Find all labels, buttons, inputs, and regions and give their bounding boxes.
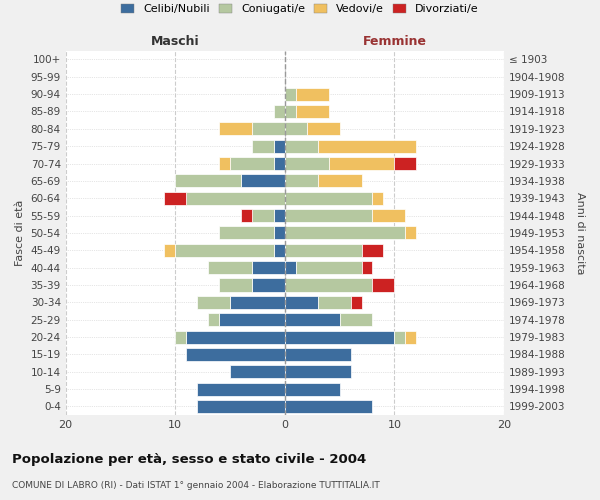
- Bar: [252, 209, 274, 222]
- Bar: [175, 330, 186, 344]
- Bar: [274, 157, 285, 170]
- Bar: [285, 122, 307, 136]
- Bar: [329, 157, 394, 170]
- Bar: [230, 157, 274, 170]
- Bar: [350, 296, 362, 309]
- Bar: [285, 105, 296, 118]
- Bar: [219, 278, 252, 291]
- Bar: [285, 226, 406, 239]
- Bar: [340, 313, 373, 326]
- Bar: [307, 122, 340, 136]
- Bar: [406, 226, 416, 239]
- Bar: [230, 296, 285, 309]
- Bar: [208, 261, 252, 274]
- Bar: [362, 261, 373, 274]
- Bar: [317, 174, 362, 188]
- Bar: [285, 278, 373, 291]
- Bar: [186, 348, 285, 361]
- Text: COMUNE DI LABRO (RI) - Dati ISTAT 1° gennaio 2004 - Elaborazione TUTTITALIA.IT: COMUNE DI LABRO (RI) - Dati ISTAT 1° gen…: [12, 480, 380, 490]
- Bar: [219, 122, 252, 136]
- Bar: [252, 278, 285, 291]
- Bar: [296, 261, 362, 274]
- Bar: [164, 192, 186, 204]
- Bar: [175, 174, 241, 188]
- Y-axis label: Fasce di età: Fasce di età: [15, 200, 25, 266]
- Bar: [285, 88, 296, 101]
- Y-axis label: Anni di nascita: Anni di nascita: [575, 192, 585, 274]
- Bar: [373, 209, 406, 222]
- Legend: Celibi/Nubili, Coniugati/e, Vedovi/e, Divorziati/e: Celibi/Nubili, Coniugati/e, Vedovi/e, Di…: [118, 0, 482, 18]
- Bar: [274, 140, 285, 152]
- Bar: [394, 157, 416, 170]
- Bar: [373, 278, 394, 291]
- Bar: [197, 382, 285, 396]
- Bar: [362, 244, 383, 257]
- Bar: [285, 400, 373, 413]
- Bar: [186, 330, 285, 344]
- Bar: [296, 88, 329, 101]
- Bar: [252, 122, 285, 136]
- Bar: [274, 105, 285, 118]
- Bar: [406, 330, 416, 344]
- Bar: [252, 140, 274, 152]
- Bar: [285, 140, 317, 152]
- Bar: [252, 261, 285, 274]
- Bar: [285, 209, 373, 222]
- Bar: [186, 192, 285, 204]
- Bar: [285, 244, 362, 257]
- Text: Popolazione per età, sesso e stato civile - 2004: Popolazione per età, sesso e stato civil…: [12, 452, 366, 466]
- Bar: [285, 348, 350, 361]
- Bar: [241, 174, 285, 188]
- Text: Maschi: Maschi: [151, 35, 200, 48]
- Bar: [285, 192, 373, 204]
- Bar: [285, 296, 317, 309]
- Bar: [197, 296, 230, 309]
- Bar: [285, 366, 350, 378]
- Bar: [274, 244, 285, 257]
- Bar: [317, 296, 350, 309]
- Bar: [296, 105, 329, 118]
- Bar: [219, 157, 230, 170]
- Bar: [164, 244, 175, 257]
- Text: Femmine: Femmine: [362, 35, 427, 48]
- Bar: [175, 244, 274, 257]
- Bar: [394, 330, 406, 344]
- Bar: [317, 140, 416, 152]
- Bar: [230, 366, 285, 378]
- Bar: [274, 226, 285, 239]
- Bar: [373, 192, 383, 204]
- Bar: [219, 226, 274, 239]
- Bar: [274, 209, 285, 222]
- Bar: [285, 261, 296, 274]
- Bar: [285, 330, 394, 344]
- Bar: [197, 400, 285, 413]
- Bar: [219, 313, 285, 326]
- Bar: [241, 209, 252, 222]
- Bar: [285, 382, 340, 396]
- Bar: [285, 174, 317, 188]
- Bar: [285, 157, 329, 170]
- Bar: [285, 313, 340, 326]
- Bar: [208, 313, 219, 326]
